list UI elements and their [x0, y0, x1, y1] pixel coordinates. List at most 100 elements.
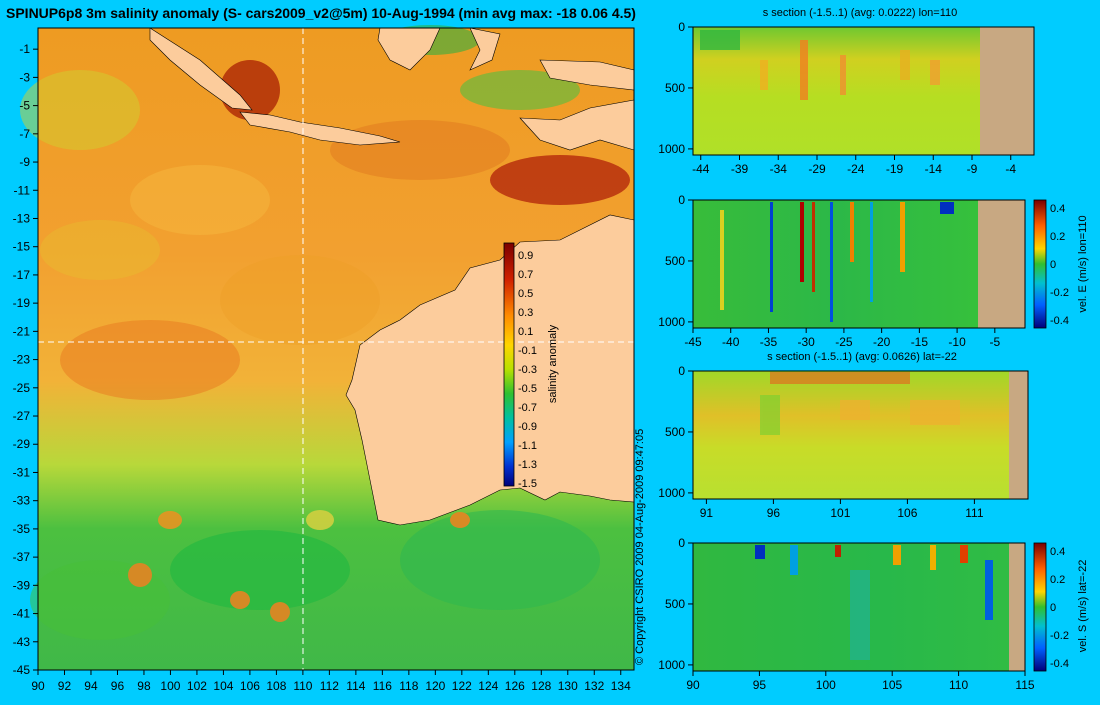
section-x-tick-label: -19	[886, 162, 904, 176]
section-colorbar-tick-label: -0.2	[1050, 287, 1069, 299]
map-colorbar-tick-label: -0.3	[518, 364, 537, 376]
section-2-colorbar-ticks: 0.4 0.2 0 -0.2 -0.4	[1050, 203, 1069, 327]
section-1-texture	[700, 30, 940, 100]
section-x-tick-label: -5	[989, 335, 1000, 349]
map-colorbar-tick-label: 0.5	[518, 288, 533, 300]
section-x-tick-label: 110	[949, 678, 968, 692]
section-y-tick-label: 1000	[658, 315, 685, 329]
map-y-tick-label: -17	[13, 268, 31, 282]
map-colorbar	[503, 242, 515, 487]
section-4-colorbar	[1033, 542, 1047, 672]
map-x-tick-label: 124	[478, 679, 498, 693]
land-java	[239, 111, 401, 146]
map-y-tick-label: -31	[13, 465, 31, 479]
section-1-x-ticks: -44 -39 -34 -29 -24 -19 -14 -9 -4	[692, 155, 1016, 176]
land-sulawesi	[469, 27, 501, 71]
map-y-tick-label: -21	[13, 324, 31, 338]
section-4-x-ticks: 90 95 100 105 110 115	[686, 671, 1035, 692]
map-y-tick-label: -3	[19, 70, 30, 84]
map-y-tick-label: -7	[19, 127, 30, 141]
map-y-tick-label: -23	[13, 353, 31, 367]
section-1-land	[980, 27, 1034, 155]
section-x-tick-label: 115	[1015, 678, 1034, 692]
map-y-tick-label: -11	[14, 183, 31, 197]
map-x-tick-label: 94	[84, 679, 98, 693]
map-colorbar-tick-label: -0.7	[518, 402, 537, 414]
map-y-tick-label: -1	[19, 42, 30, 56]
map-y-tick-label: -39	[13, 578, 31, 592]
map-x-tick-label: 98	[137, 679, 151, 693]
map-x-tick-label: 112	[320, 679, 339, 693]
map-y-tick-label: -37	[13, 550, 31, 564]
map-x-ticks: 90 92 94 96 98 100 102 104 106 108 110 112 114 116 118…	[31, 670, 631, 693]
map-y-tick-label: -25	[13, 381, 31, 395]
section-x-tick-label: -25	[835, 335, 853, 349]
salinity-map: 90 92 94 96 98 100 102 104 106 108 110 112 114 116 118…	[13, 25, 635, 693]
section-4-y-ticks: 0 500 1000	[658, 536, 693, 672]
section-x-tick-label: 106	[897, 506, 917, 520]
map-colorbar-tick-label: -1.3	[518, 459, 537, 471]
section-x-tick-label: 91	[700, 506, 714, 520]
map-colorbar-tick-label: -0.5	[518, 383, 537, 395]
section-colorbar-tick-label: 0.2	[1050, 574, 1065, 586]
map-y-tick-label: -13	[13, 211, 31, 225]
map-y-tick-label: -19	[13, 296, 31, 310]
map-colorbar-ticks: 0.9 0.7 0.5 0.3 0.1 -0.1 -0.3 -0.5 -0.7 -0.9 -1.1 -…	[518, 250, 537, 490]
section-x-tick-label: -10	[948, 335, 966, 349]
section-colorbar-tick-label: 0.4	[1050, 546, 1065, 558]
section-x-tick-label: -44	[692, 162, 710, 176]
section-y-tick-label: 500	[665, 597, 685, 611]
map-colorbar-tick-label: -0.9	[518, 421, 537, 433]
map-x-tick-label: 92	[58, 679, 72, 693]
map-x-tick-label: 114	[346, 679, 365, 693]
map-x-tick-label: 96	[111, 679, 125, 693]
section-4-texture	[755, 545, 993, 660]
copyright-text: © Copyright CSIRO 2009 04-Aug-2009 09:47…	[634, 429, 646, 665]
map-x-tick-label: 108	[266, 679, 286, 693]
map-colorbar-tick-label: -1.5	[518, 478, 537, 490]
section-x-tick-label: -15	[911, 335, 929, 349]
map-x-tick-label: 120	[425, 679, 445, 693]
figure-title: SPINUP6p8 3m salinity anomaly (S- cars20…	[6, 5, 636, 21]
section-3: s section (-1.5..1) (avg: 0.0626) lat=-2…	[658, 351, 1029, 520]
section-x-tick-label: -24	[847, 162, 865, 176]
map-y-tick-label: -5	[19, 99, 30, 113]
section-x-tick-label: -29	[808, 162, 826, 176]
section-x-tick-label: 95	[753, 678, 767, 692]
section-3-texture	[760, 372, 960, 435]
map-x-tick-label: 116	[373, 679, 392, 693]
section-x-tick-label: -45	[684, 335, 702, 349]
section-y-tick-label: 500	[665, 81, 685, 95]
section-colorbar-tick-label: 0	[1050, 602, 1056, 614]
map-colorbar-tick-label: 0.3	[518, 307, 533, 319]
map-colorbar-tick-label: -0.1	[518, 345, 537, 357]
section-1-title: s section (-1.5..1) (avg: 0.0222) lon=11…	[763, 7, 958, 19]
section-x-tick-label: 100	[816, 678, 836, 692]
section-y-tick-label: 1000	[658, 142, 685, 156]
map-x-tick-label: 134	[611, 679, 631, 693]
map-x-tick-label: 104	[213, 679, 233, 693]
section-4-land	[1009, 543, 1025, 671]
section-colorbar-tick-label: -0.2	[1050, 630, 1069, 642]
map-y-tick-label: -41	[13, 607, 31, 621]
map-x-tick-label: 132	[584, 679, 604, 693]
map-texture	[20, 25, 630, 640]
section-colorbar-tick-label: 0	[1050, 259, 1056, 271]
section-colorbar-tick-label: 0.4	[1050, 203, 1065, 215]
section-x-tick-label: -34	[770, 162, 788, 176]
section-3-title: s section (-1.5..1) (avg: 0.0626) lat=-2…	[767, 351, 957, 363]
section-4-colorbar-label: vel. S (m/s) lat=-22	[1077, 560, 1089, 653]
section-3-x-ticks: 91 96 101 106 111	[700, 499, 984, 520]
section-x-tick-label: -14	[925, 162, 943, 176]
section-x-tick-label: -39	[731, 162, 749, 176]
map-y-tick-label: -43	[13, 635, 31, 649]
section-x-tick-label: 105	[882, 678, 902, 692]
map-colorbar-label: salinity anomaly	[547, 324, 559, 403]
section-3-land	[1009, 371, 1028, 499]
section-2-texture	[720, 202, 954, 322]
section-3-y-ticks: 0 500 1000	[658, 364, 693, 500]
section-x-tick-label: 111	[965, 506, 984, 520]
map-y-tick-label: -45	[13, 663, 31, 677]
